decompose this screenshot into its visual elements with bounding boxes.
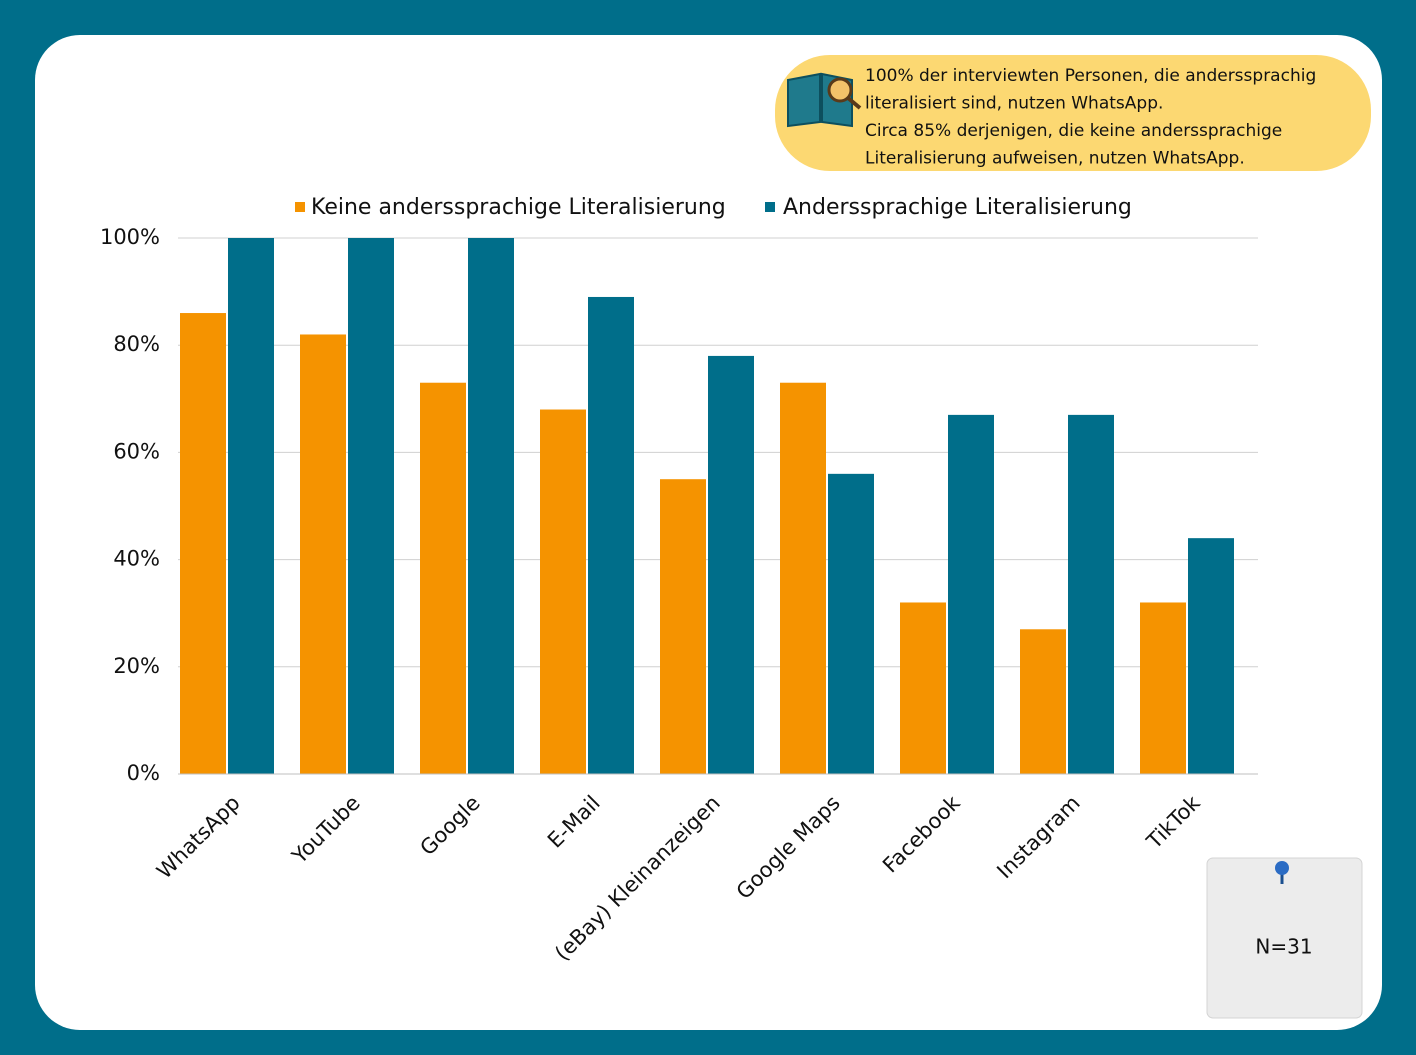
bar (588, 297, 634, 774)
y-tick-label: 0% (127, 761, 160, 785)
book-icon (788, 74, 860, 126)
chart: N=31 100% der interviewten Personen, die… (0, 0, 1416, 1055)
annotation-line: Circa 85% derjenigen, die keine anderssp… (865, 121, 1282, 141)
y-tick-label: 40% (113, 547, 160, 571)
annotation-line: 100% der interviewten Personen, die ande… (865, 66, 1316, 86)
bar (1020, 629, 1066, 774)
bar (828, 474, 874, 774)
bar (1140, 602, 1186, 774)
bar (540, 410, 586, 774)
legend-label: Keine anderssprachige Literalisierung (311, 195, 726, 220)
bar (1068, 415, 1114, 774)
bar (660, 479, 706, 774)
legend-label: Anderssprachige Literalisierung (783, 195, 1132, 220)
bar (1188, 538, 1234, 774)
bar (468, 238, 514, 774)
bar (708, 356, 754, 774)
y-tick-label: 20% (113, 654, 160, 678)
y-tick-label: 100% (100, 225, 160, 249)
annotation-line: literalisiert sind, nutzen WhatsApp. (865, 94, 1163, 114)
bar (948, 415, 994, 774)
legend-swatch (765, 202, 775, 212)
bar (780, 383, 826, 774)
bar (300, 334, 346, 774)
bar (420, 383, 466, 774)
bar (348, 238, 394, 774)
bar (180, 313, 226, 774)
bar (228, 238, 274, 774)
y-tick-label: 60% (113, 439, 160, 463)
legend-swatch (295, 202, 305, 212)
bar (900, 602, 946, 774)
y-tick-label: 80% (113, 332, 160, 356)
note-text: N=31 (1255, 935, 1312, 959)
annotation-line: Literalisierung aufweisen, nutzen WhatsA… (865, 149, 1245, 169)
